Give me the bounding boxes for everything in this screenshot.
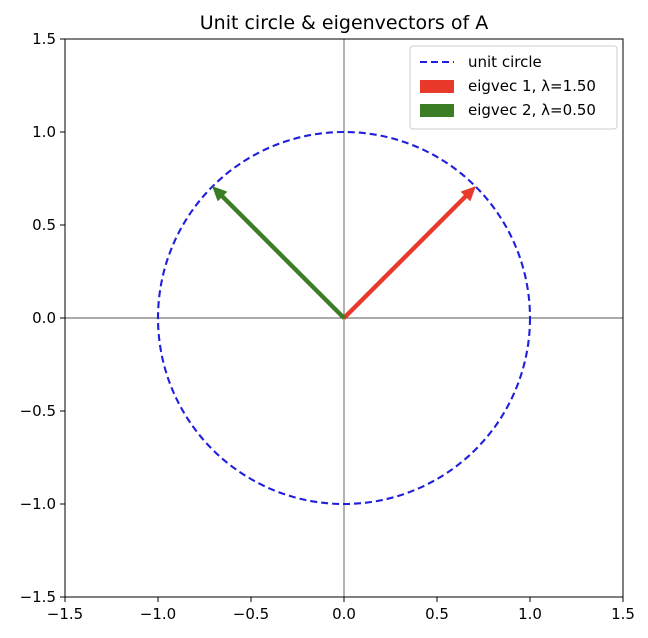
eigvec-1-arrow: [342, 186, 476, 320]
y-tick-label: 0.0: [32, 309, 56, 327]
y-tick-label: −1.0: [20, 495, 56, 513]
x-tick-label: 0.0: [332, 605, 356, 623]
x-tick-label: 1.0: [518, 605, 542, 623]
x-tick-label: −1.5: [47, 605, 83, 623]
legend-label: unit circle: [468, 53, 542, 71]
plot-content: [65, 39, 623, 597]
legend-label: eigvec 1, λ=1.50: [468, 77, 596, 95]
legend-swatch-eigvec-1: [420, 80, 454, 93]
y-tick-label: 1.0: [32, 123, 56, 141]
chart-title: Unit circle & eigenvectors of A: [200, 12, 488, 34]
legend-box: [409, 45, 618, 130]
x-tick-label: 0.5: [425, 605, 449, 623]
x-tick-label: 1.5: [611, 605, 635, 623]
eigvec-2-arrow: [212, 186, 346, 320]
legend: unit circle eigvec 1, λ=1.50 eigvec 2, λ=0…: [409, 45, 618, 130]
x-tick-label: −0.5: [233, 605, 269, 623]
plot-area: [65, 39, 623, 597]
y-tick-label: 1.5: [32, 30, 56, 48]
unit-circle-series: [156, 130, 532, 506]
x-tick-label: −1.0: [140, 605, 176, 623]
y-tick-label: −0.5: [20, 402, 56, 420]
legend-swatch-eigvec-2: [420, 104, 454, 117]
legend-label: eigvec 2, λ=0.50: [468, 101, 596, 119]
axes: −1.5 −1.0 −0.5 0.0 0.5 1.0 1.5 −1.5 −1.0 −0.5 0.0 0…: [20, 30, 635, 623]
y-tick-label: 0.5: [32, 216, 56, 234]
y-tick-label: −1.5: [20, 588, 56, 606]
